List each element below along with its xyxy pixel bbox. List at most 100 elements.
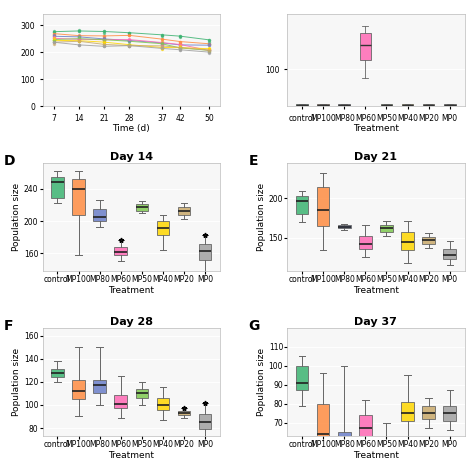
PathPatch shape [401, 232, 414, 250]
Point [158, 45, 166, 53]
PathPatch shape [380, 436, 393, 449]
PathPatch shape [296, 196, 309, 214]
Point [158, 45, 166, 52]
Point [158, 32, 166, 39]
PathPatch shape [156, 221, 169, 235]
Point [126, 31, 133, 39]
Point [176, 46, 184, 53]
PathPatch shape [381, 104, 392, 106]
PathPatch shape [114, 394, 127, 409]
Point [126, 40, 133, 48]
PathPatch shape [444, 104, 456, 106]
Point [176, 39, 184, 47]
X-axis label: Time (d): Time (d) [112, 124, 150, 133]
PathPatch shape [136, 389, 148, 398]
Point [126, 29, 133, 37]
Point [50, 31, 57, 38]
PathPatch shape [401, 402, 414, 421]
PathPatch shape [359, 237, 372, 249]
Point [100, 38, 108, 46]
PathPatch shape [317, 187, 329, 226]
Point [176, 45, 184, 52]
PathPatch shape [338, 104, 350, 106]
Title: Day 21: Day 21 [355, 152, 397, 162]
PathPatch shape [72, 380, 85, 399]
Point [100, 34, 108, 41]
PathPatch shape [296, 366, 309, 391]
Point [205, 38, 213, 46]
Point [205, 40, 213, 48]
Point [50, 32, 57, 39]
Point [50, 36, 57, 44]
PathPatch shape [178, 207, 191, 215]
Point [100, 36, 108, 44]
PathPatch shape [72, 179, 85, 215]
Point [158, 37, 166, 45]
PathPatch shape [136, 204, 148, 210]
Point [50, 40, 57, 47]
PathPatch shape [296, 104, 308, 106]
Point [126, 36, 133, 43]
Point [100, 42, 108, 49]
X-axis label: Treatment: Treatment [108, 451, 154, 460]
PathPatch shape [423, 104, 435, 106]
PathPatch shape [380, 225, 393, 232]
Point [75, 37, 82, 45]
Point [75, 41, 82, 48]
X-axis label: Treatment: Treatment [108, 286, 154, 295]
Point [176, 41, 184, 48]
Point [205, 40, 213, 47]
PathPatch shape [93, 380, 106, 393]
Y-axis label: Population size: Population size [12, 183, 21, 251]
Point [158, 42, 166, 50]
Point [205, 47, 213, 55]
Point [205, 47, 213, 55]
Point [50, 34, 57, 42]
Title: Day 14: Day 14 [109, 152, 153, 162]
X-axis label: Treatment: Treatment [353, 286, 399, 295]
PathPatch shape [156, 398, 169, 410]
Point [75, 32, 82, 40]
Point [205, 49, 213, 57]
Point [75, 31, 82, 38]
PathPatch shape [317, 404, 329, 446]
PathPatch shape [199, 244, 211, 260]
Point [126, 43, 133, 50]
Y-axis label: Population size: Population size [257, 348, 266, 416]
Point [176, 44, 184, 52]
PathPatch shape [338, 432, 351, 444]
Point [50, 38, 57, 46]
Text: E: E [248, 154, 258, 168]
Text: D: D [4, 154, 15, 168]
PathPatch shape [359, 415, 372, 440]
Point [100, 42, 108, 50]
Point [176, 43, 184, 50]
Y-axis label: Population size: Population size [257, 183, 266, 251]
PathPatch shape [317, 104, 329, 106]
Point [100, 34, 108, 42]
PathPatch shape [114, 247, 127, 255]
X-axis label: Treatment: Treatment [353, 124, 399, 133]
PathPatch shape [51, 369, 64, 377]
Point [75, 36, 82, 43]
Point [205, 46, 213, 54]
Y-axis label: Population size: Population size [12, 348, 21, 416]
Point [50, 27, 57, 35]
Point [75, 26, 82, 34]
Text: F: F [4, 319, 13, 333]
PathPatch shape [443, 406, 456, 421]
Point [100, 29, 108, 37]
X-axis label: Treatment: Treatment [353, 451, 399, 460]
Point [158, 40, 166, 47]
Point [176, 33, 184, 41]
Point [126, 37, 133, 45]
PathPatch shape [338, 225, 351, 228]
Point [100, 36, 108, 44]
Point [126, 41, 133, 49]
Point [205, 44, 213, 52]
Point [75, 37, 82, 45]
PathPatch shape [199, 414, 211, 429]
Point [126, 41, 133, 48]
PathPatch shape [422, 406, 435, 419]
Title: Day 37: Day 37 [355, 317, 397, 327]
